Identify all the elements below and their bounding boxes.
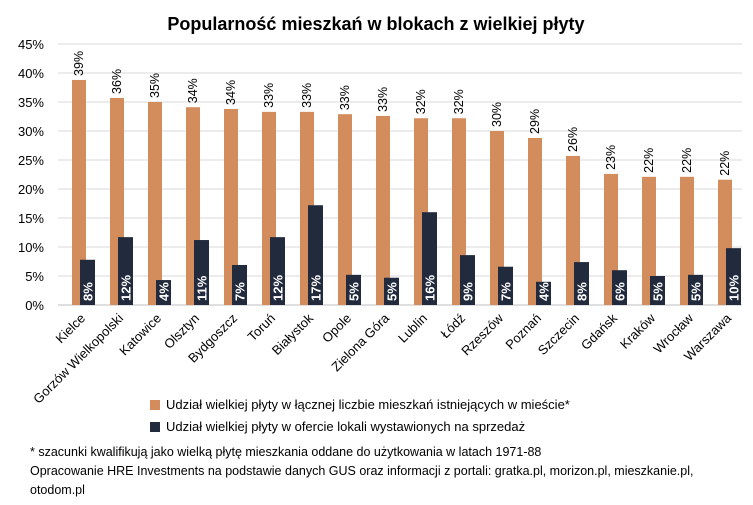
x-tick-label: Lublin: [395, 311, 430, 346]
x-tick-label: Łódź: [438, 311, 469, 342]
footnote: * szacunki kwalifikują jako wielką płytę…: [30, 445, 542, 459]
data-label-series-1: 22%: [680, 148, 694, 173]
x-tick-label: Katowice: [116, 311, 164, 359]
bar-series-2: [650, 276, 665, 305]
data-label-series-2: 4%: [157, 282, 172, 301]
data-label-series-2: 7%: [233, 282, 248, 301]
bar-series-1: [224, 108, 238, 306]
bar-series-2: [308, 205, 323, 305]
chart-title: Popularność mieszkań w blokach z wielkie…: [167, 14, 584, 34]
y-tick-label: 15%: [18, 211, 44, 226]
data-label-series-2: 10%: [727, 275, 742, 301]
bar-series-2: [156, 280, 171, 305]
data-label-series-2: 16%: [423, 275, 438, 301]
data-label-series-2: 12%: [119, 275, 134, 301]
source-note-cont: otodom.pl: [30, 483, 85, 497]
data-label-series-1: 30%: [490, 102, 504, 127]
bar-series-1: [338, 114, 352, 306]
bar-series-2: [612, 270, 627, 305]
bar-series-2: [536, 281, 551, 305]
data-label-series-1: 22%: [718, 151, 732, 176]
bar-series-2: [460, 255, 475, 305]
data-label-series-2: 5%: [651, 282, 666, 301]
bar-series-2: [498, 266, 513, 305]
x-tick-label: Rzeszów: [458, 310, 506, 358]
bar-series-2: [384, 277, 399, 305]
y-tick-label: 10%: [18, 240, 44, 255]
data-label-series-1: 33%: [262, 83, 276, 108]
bar-series-1: [148, 102, 162, 305]
bar-series-1: [490, 131, 504, 305]
data-label-series-1: 26%: [566, 127, 580, 152]
legend-item-series-2: Udział wielkiej płyty w ofercie lokali w…: [150, 419, 525, 434]
y-tick-label: 35%: [18, 95, 44, 110]
y-tick-label: 40%: [18, 66, 44, 81]
data-label-series-2: 5%: [385, 282, 400, 301]
data-label-series-1: 32%: [414, 89, 428, 114]
data-label-series-1: 39%: [72, 51, 86, 76]
bar-series-2: [346, 274, 361, 305]
data-label-series-1: 23%: [604, 145, 618, 170]
y-tick-label: 25%: [18, 153, 44, 168]
data-label-series-1: 33%: [300, 83, 314, 108]
bar-series-1: [72, 79, 86, 306]
data-label-series-1: 34%: [186, 78, 200, 103]
bar-series-1: [642, 176, 656, 305]
data-label-series-2: 5%: [689, 282, 704, 301]
bar-series-1: [680, 176, 694, 305]
x-tick-label: Gdańsk: [578, 310, 621, 353]
legend-label: Udział wielkiej płyty w ofercie lokali w…: [166, 419, 526, 434]
bar-series-2: [80, 259, 95, 305]
legend-item-series-1: Udział wielkiej płyty w łącznej liczbie …: [150, 397, 570, 412]
bar-series-2: [232, 264, 247, 305]
data-label-series-2: 7%: [499, 282, 514, 301]
y-tick-label: 0%: [25, 298, 44, 313]
bar-series-2: [270, 237, 285, 305]
y-tick-label: 45%: [18, 37, 44, 52]
data-label-series-2: 8%: [81, 282, 96, 301]
bar-series-2: [118, 237, 133, 305]
data-label-series-1: 36%: [110, 69, 124, 94]
data-label-series-2: 6%: [613, 282, 628, 301]
data-label-series-1: 34%: [224, 80, 238, 105]
x-tick-label: Opole: [319, 311, 354, 346]
bar-series-1: [528, 137, 542, 305]
x-tick-label: Kielce: [52, 311, 88, 347]
y-tick-label: 5%: [25, 269, 44, 284]
bar-series-2: [688, 274, 703, 305]
data-label-series-1: 32%: [452, 89, 466, 114]
data-label-series-2: 17%: [309, 275, 324, 301]
legend-swatch: [150, 421, 160, 432]
data-label-series-2: 4%: [537, 282, 552, 301]
data-label-series-2: 5%: [347, 282, 362, 301]
data-label-series-1: 35%: [148, 73, 162, 98]
bar-series-1: [376, 115, 390, 305]
x-tick-label: Białystok: [269, 310, 317, 358]
y-tick-label: 30%: [18, 124, 44, 139]
bar-series-2: [422, 212, 437, 305]
x-tick-label: Szczecin: [535, 311, 582, 358]
data-label-series-2: 12%: [271, 275, 286, 301]
data-label-series-1: 33%: [338, 85, 352, 110]
data-label-series-1: 29%: [528, 109, 542, 134]
data-label-series-1: 33%: [376, 87, 390, 112]
bar-series-2: [194, 240, 209, 305]
data-label-series-2: 8%: [575, 282, 590, 301]
legend-label: Udział wielkiej płyty w łącznej liczbie …: [166, 397, 570, 412]
legend-swatch: [150, 399, 160, 410]
data-label-series-2: 11%: [195, 275, 210, 301]
bar-series-2: [726, 248, 741, 305]
bar-series-2: [574, 262, 589, 305]
x-tick-label: Toruń: [245, 311, 279, 345]
source-note: Opracowanie HRE Investments na podstawie…: [30, 464, 694, 478]
data-label-series-1: 22%: [642, 148, 656, 173]
data-label-series-2: 9%: [461, 282, 476, 301]
y-tick-label: 20%: [18, 182, 44, 197]
